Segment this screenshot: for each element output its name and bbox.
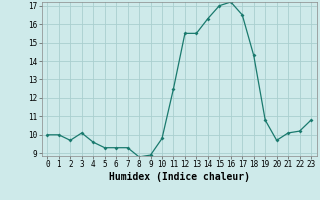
- X-axis label: Humidex (Indice chaleur): Humidex (Indice chaleur): [109, 172, 250, 182]
